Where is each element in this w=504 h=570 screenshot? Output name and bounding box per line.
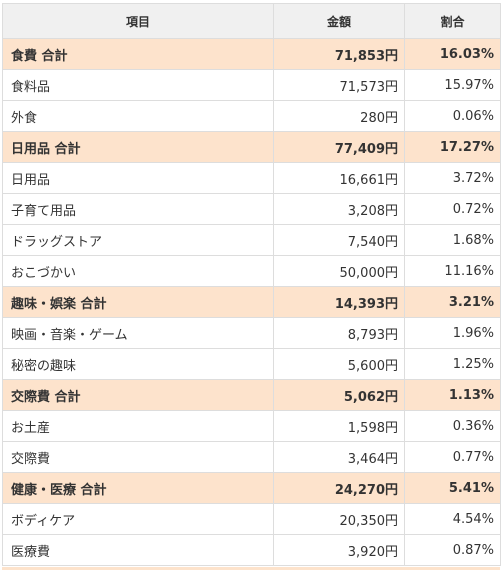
row-ratio: 0.72% <box>404 193 501 225</box>
row-amount: 3,208円 <box>273 193 405 225</box>
table-body: 食費 合計 71,853円 16.03% 食料品 71,573円 15.97% 外食 280円… <box>2 38 501 566</box>
row-ratio: 11.16% <box>404 255 501 287</box>
row-label: 日用品 合計 <box>2 131 274 163</box>
row-label: 外食 <box>2 100 274 132</box>
row-ratio: 4.54% <box>404 503 501 535</box>
table-row: 映画・音楽・ゲーム 8,793円 1.96% <box>2 317 501 349</box>
row-label: 映画・音楽・ゲーム <box>2 317 274 349</box>
column-header-ratio: 割合 <box>404 3 501 39</box>
row-amount: 71,853円 <box>273 38 405 70</box>
row-ratio: 0.36% <box>404 410 501 442</box>
row-label: 食料品 <box>2 69 274 101</box>
row-label: 交際費 <box>2 441 274 473</box>
row-amount: 3,464円 <box>273 441 405 473</box>
row-amount: 7,540円 <box>273 224 405 256</box>
table-row: ドラッグストア 7,540円 1.68% <box>2 224 501 256</box>
table-row: 日用品 16,661円 3.72% <box>2 162 501 194</box>
row-amount: 8,793円 <box>273 317 405 349</box>
category-total-row: 趣味・娯楽 合計 14,393円 3.21% <box>2 286 501 318</box>
table-row: 食料品 71,573円 15.97% <box>2 69 501 101</box>
row-ratio: 1.13% <box>404 379 501 411</box>
row-ratio: 0.87% <box>404 534 501 566</box>
table-row: 子育て用品 3,208円 0.72% <box>2 193 501 225</box>
row-ratio: 15.97% <box>404 69 501 101</box>
row-ratio: 16.03% <box>404 38 501 70</box>
table-row: 秘密の趣味 5,600円 1.25% <box>2 348 501 380</box>
row-amount: 3,920円 <box>273 534 405 566</box>
category-total-row: 健康・医療 合計 24,270円 5.41% <box>2 472 501 504</box>
row-label: ドラッグストア <box>2 224 274 256</box>
row-ratio: 0.06% <box>404 100 501 132</box>
row-amount: 71,573円 <box>273 69 405 101</box>
row-ratio: 5.41% <box>404 472 501 504</box>
row-label: 趣味・娯楽 合計 <box>2 286 274 318</box>
row-ratio: 17.27% <box>404 131 501 163</box>
row-amount: 50,000円 <box>273 255 405 287</box>
table-row: 交際費 3,464円 0.77% <box>2 441 501 473</box>
category-total-row: 日用品 合計 77,409円 17.27% <box>2 131 501 163</box>
row-amount: 14,393円 <box>273 286 405 318</box>
row-ratio: 3.21% <box>404 286 501 318</box>
row-label: 交際費 合計 <box>2 379 274 411</box>
table-row: お土産 1,598円 0.36% <box>2 410 501 442</box>
row-label: ボディケア <box>2 503 274 535</box>
column-header-item: 項目 <box>2 3 274 39</box>
row-label: おこづかい <box>2 255 274 287</box>
table-row: おこづかい 50,000円 11.16% <box>2 255 501 287</box>
table-header: 項目 金額 割合 <box>2 3 501 39</box>
row-amount: 5,062円 <box>273 379 405 411</box>
row-label: 子育て用品 <box>2 193 274 225</box>
header-row: 項目 金額 割合 <box>2 3 501 39</box>
row-amount: 20,350円 <box>273 503 405 535</box>
next-total-row-edge <box>2 567 500 570</box>
category-total-row: 交際費 合計 5,062円 1.13% <box>2 379 501 411</box>
row-label: 秘密の趣味 <box>2 348 274 380</box>
table-row: 外食 280円 0.06% <box>2 100 501 132</box>
column-header-amount: 金額 <box>273 3 405 39</box>
row-label: 日用品 <box>2 162 274 194</box>
row-amount: 5,600円 <box>273 348 405 380</box>
row-amount: 16,661円 <box>273 162 405 194</box>
row-label: 健康・医療 合計 <box>2 472 274 504</box>
category-total-row: 食費 合計 71,853円 16.03% <box>2 38 501 70</box>
table-row: 医療費 3,920円 0.87% <box>2 534 501 566</box>
row-label: 医療費 <box>2 534 274 566</box>
row-label: 食費 合計 <box>2 38 274 70</box>
row-ratio: 1.25% <box>404 348 501 380</box>
row-ratio: 1.68% <box>404 224 501 256</box>
table-row: ボディケア 20,350円 4.54% <box>2 503 501 535</box>
row-label: お土産 <box>2 410 274 442</box>
row-amount: 280円 <box>273 100 405 132</box>
row-amount: 77,409円 <box>273 131 405 163</box>
row-ratio: 1.96% <box>404 317 501 349</box>
row-amount: 1,598円 <box>273 410 405 442</box>
row-amount: 24,270円 <box>273 472 405 504</box>
row-ratio: 0.77% <box>404 441 501 473</box>
expense-table: 項目 金額 割合 食費 合計 71,853円 16.03% 食料品 71,573円 15.… <box>2 3 501 566</box>
row-ratio: 3.72% <box>404 162 501 194</box>
